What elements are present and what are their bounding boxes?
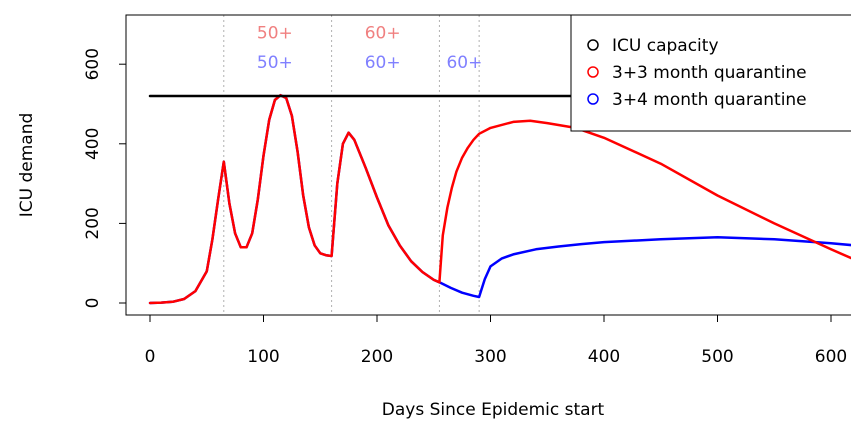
legend: ICU capacity 3+3 month quarantine 3+4 mont…	[570, 14, 851, 132]
y-tick-label: 400	[83, 128, 103, 160]
series-line-3-3-month-quarantine	[148, 93, 851, 305]
x-tick-label: 400	[588, 347, 620, 367]
legend-marker	[587, 66, 599, 78]
annotation-label: 60+	[446, 53, 482, 73]
x-tick-label: 0	[145, 347, 156, 367]
legend-marker	[587, 93, 599, 105]
annotation-label: 50+	[257, 53, 293, 73]
x-tick-label: 600	[815, 347, 847, 367]
y-tick-label: 200	[83, 207, 103, 239]
y-axis-label: ICU demand	[17, 113, 37, 218]
legend-label: 3+4 month quarantine	[612, 90, 807, 110]
legend-label: ICU capacity	[612, 36, 719, 56]
annotation-label: 50+	[257, 23, 293, 43]
y-axis: 0 200 400 600	[83, 48, 126, 308]
legend-box	[570, 14, 851, 132]
x-tick-label: 100	[247, 347, 279, 367]
x-tick-label: 300	[474, 347, 506, 367]
legend-label: 3+3 month quarantine	[612, 63, 807, 83]
x-axis: 0 100 200 300 400 500 600	[145, 315, 847, 367]
age-group-annotations: 50+ 50+ 60+ 60+ 60+	[257, 23, 482, 73]
annotation-label: 60+	[365, 53, 401, 73]
x-tick-label: 500	[701, 347, 733, 367]
y-tick-label: 0	[83, 298, 103, 309]
x-tick-label: 200	[361, 347, 393, 367]
x-axis-label: Days Since Epidemic start	[382, 400, 605, 420]
legend-marker	[587, 39, 599, 51]
y-tick-label: 600	[83, 48, 103, 80]
annotation-label: 60+	[365, 23, 401, 43]
plot-frame	[125, 14, 851, 316]
